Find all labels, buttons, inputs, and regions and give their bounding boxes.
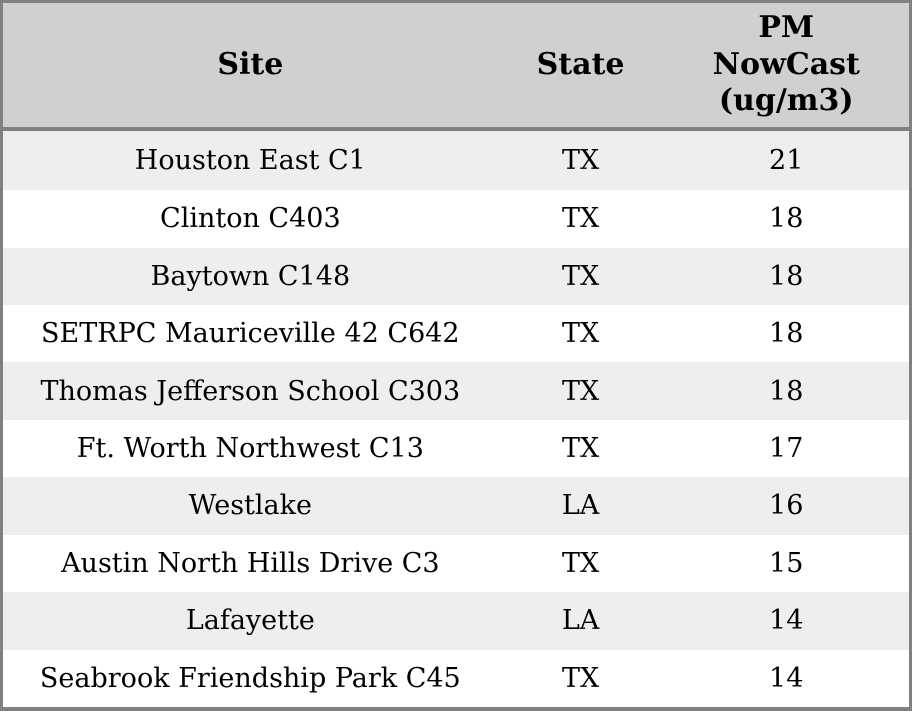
table-row: Lafayette LA 14 — [3, 592, 909, 650]
site-cell: Clinton C403 — [160, 203, 341, 235]
state-cell: LA — [561, 605, 600, 637]
site-cell: Houston East C1 — [134, 145, 366, 177]
site-cell: Austin North Hills Drive C3 — [61, 547, 440, 579]
pm-value-cell: 18 — [769, 203, 804, 235]
site-cell: Baytown C148 — [150, 260, 351, 292]
table-row: Seabrook Friendship Park C45 TX 14 — [3, 649, 909, 707]
state-cell: TX — [561, 547, 600, 579]
table-row: Ft. Worth Northwest C13 TX 17 — [3, 419, 909, 478]
site-cell: SETRPC Mauriceville 42 C642 — [41, 318, 460, 350]
state-cell: TX — [561, 662, 600, 694]
table-row: SETRPC Mauriceville 42 C642 TX 18 — [3, 304, 909, 363]
site-cell: Thomas Jefferson School C303 — [40, 375, 461, 407]
pm-value-cell: 14 — [769, 662, 804, 694]
pm-nowcast-table: Site State PM NowCast (ug/m3) Houston Ea… — [3, 3, 909, 707]
state-cell: TX — [561, 433, 600, 465]
table-body: Houston East C1 TX 21 Clinton C403 TX 18… — [3, 129, 909, 707]
table-row: Baytown C148 TX 18 — [3, 247, 909, 305]
table-row: Thomas Jefferson School C303 TX 18 — [3, 362, 909, 420]
site-cell: Westlake — [188, 490, 312, 522]
table-row: Westlake LA 16 — [3, 477, 909, 535]
state-cell: TX — [561, 375, 600, 407]
table-header: Site State PM NowCast (ug/m3) — [3, 3, 909, 131]
header-state: State — [497, 3, 664, 131]
pm-value-cell: 17 — [769, 433, 804, 465]
table-row: Clinton C403 TX 18 — [3, 190, 909, 248]
table-row: Houston East C1 TX 21 — [3, 129, 909, 191]
pm-value-cell: 16 — [769, 490, 804, 522]
table-row: Austin North Hills Drive C3 TX 15 — [3, 534, 909, 593]
header-pm-nowcast: PM NowCast (ug/m3) — [663, 3, 909, 131]
site-cell: Lafayette — [185, 605, 315, 637]
state-cell: TX — [561, 260, 600, 292]
site-cell: Ft. Worth Northwest C13 — [76, 433, 424, 465]
pm-value-cell: 18 — [769, 318, 804, 350]
pm-value-cell: 18 — [769, 375, 804, 407]
site-cell: Seabrook Friendship Park C45 — [39, 662, 461, 694]
pm-value-cell: 14 — [769, 605, 804, 637]
state-cell: LA — [561, 490, 600, 522]
pm-value-cell: 15 — [769, 547, 804, 579]
state-cell: TX — [561, 318, 600, 350]
pm-value-cell: 21 — [769, 145, 804, 177]
header-site: Site — [3, 3, 498, 131]
header-row: Site State PM NowCast (ug/m3) — [3, 3, 909, 131]
state-cell: TX — [561, 203, 600, 235]
pm-value-cell: 18 — [769, 260, 804, 292]
state-cell: TX — [561, 145, 600, 177]
